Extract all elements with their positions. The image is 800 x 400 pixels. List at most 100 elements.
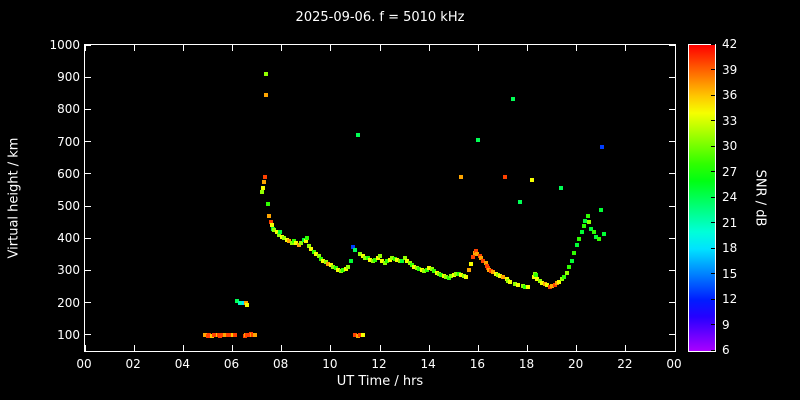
data-point (434, 270, 439, 275)
data-point (390, 255, 395, 260)
data-point (439, 272, 444, 277)
y-tick-label: 600 (57, 166, 80, 181)
y-tick-mark (669, 334, 675, 336)
data-point (230, 332, 235, 337)
data-point (260, 189, 264, 194)
data-point (591, 230, 596, 235)
colorbar-tick-mark (711, 222, 715, 223)
x-tick-mark (232, 345, 233, 351)
data-point (316, 254, 321, 259)
y-tick-mark (669, 269, 675, 271)
data-point (444, 274, 449, 279)
data-point (279, 234, 284, 239)
data-point (583, 218, 588, 223)
data-point (328, 262, 333, 267)
data-point (513, 282, 518, 286)
x-tick-mark (477, 345, 479, 351)
data-point (358, 332, 363, 337)
colorbar-tick-label: 30 (722, 139, 738, 153)
data-point (245, 303, 250, 308)
colorbar-tick-label: 39 (722, 62, 738, 77)
data-point (274, 230, 279, 235)
data-point (547, 284, 552, 289)
data-point (579, 230, 584, 235)
x-tick-mark (527, 45, 528, 51)
y-tick-label: 400 (57, 231, 80, 246)
y-tick-label: 300 (57, 263, 80, 278)
x-tick-label: 10 (322, 357, 338, 371)
colorbar-tick-mark (711, 349, 715, 351)
y-tick-label: 100 (57, 327, 80, 342)
data-point (353, 332, 358, 337)
data-point (481, 258, 486, 263)
data-point (365, 256, 370, 261)
colorbar-tick-label: 12 (722, 292, 738, 306)
data-point (207, 332, 212, 337)
data-point (600, 145, 605, 150)
x-tick-label: 16 (469, 357, 485, 371)
y-tick-mark (85, 44, 91, 46)
data-point (518, 200, 523, 205)
data-point (203, 332, 208, 337)
data-point (407, 260, 412, 265)
data-point (491, 270, 496, 275)
data-point (454, 271, 459, 276)
data-point (314, 252, 319, 257)
data-point (500, 274, 505, 279)
data-point (263, 71, 268, 76)
data-point (503, 175, 508, 180)
data-point (422, 269, 427, 274)
data-point (266, 202, 271, 207)
y-tick-mark (85, 76, 91, 78)
x-tick-mark (133, 345, 135, 351)
data-point (311, 250, 316, 255)
data-point (484, 263, 489, 268)
data-point (540, 280, 545, 285)
colorbar-tick-label: 27 (722, 164, 738, 179)
data-point (558, 186, 563, 191)
y-tick-mark (669, 237, 675, 239)
y-tick-mark (85, 302, 91, 304)
data-point (350, 245, 355, 250)
data-point (582, 224, 587, 229)
data-point (414, 265, 419, 270)
data-point (498, 273, 503, 278)
x-tick-mark (576, 345, 578, 351)
chart-title: 2025-09-06. f = 5010 kHz (295, 10, 465, 25)
data-point (267, 213, 272, 218)
data-point (535, 276, 540, 281)
data-point (441, 273, 446, 278)
y-tick-mark (85, 237, 91, 239)
data-point (237, 300, 242, 305)
data-point (424, 267, 429, 272)
colorbar-tick-mark (711, 298, 715, 300)
colorbar-tick-label: 33 (722, 113, 738, 128)
colorbar-tick-label: 6 (722, 343, 730, 357)
data-point (370, 259, 375, 264)
data-point (385, 259, 390, 264)
data-point (343, 266, 348, 271)
y-tick-label: 500 (57, 199, 80, 214)
data-point (284, 237, 289, 242)
data-point (475, 252, 480, 257)
data-point (382, 261, 387, 266)
data-point (456, 272, 461, 277)
data-point (417, 267, 422, 272)
data-point (378, 254, 382, 259)
y-tick-mark (669, 173, 675, 175)
data-point (427, 265, 432, 270)
data-point (380, 258, 385, 263)
x-tick-mark (84, 345, 86, 351)
data-point (244, 300, 249, 305)
data-point (262, 175, 267, 180)
x-tick-mark (379, 345, 381, 351)
colorbar-tick-label: 24 (722, 190, 738, 204)
data-point (223, 332, 228, 337)
data-point (363, 255, 368, 260)
x-tick-mark (330, 45, 332, 51)
data-point (299, 241, 304, 246)
data-point (360, 332, 365, 337)
data-point (235, 299, 240, 304)
data-point (289, 240, 294, 245)
data-point (459, 175, 464, 180)
